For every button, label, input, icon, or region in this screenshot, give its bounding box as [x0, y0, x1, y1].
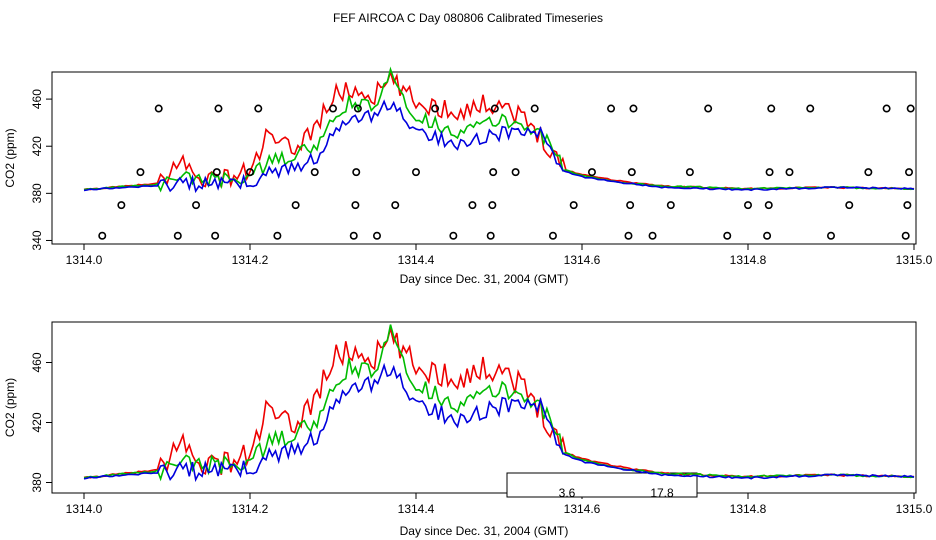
- flag-point: [569, 201, 578, 210]
- flag-point: [785, 168, 794, 177]
- series-blue-line: [83, 362, 915, 483]
- flag-point: [117, 201, 126, 210]
- x-tick-label: 1314.4: [398, 502, 435, 516]
- plot-frame: [51, 321, 917, 494]
- top-panel: 1314.0 1314.2 1314.4 1314.6 1314.8 1315.0 340 3…: [3, 66, 933, 286]
- flag-point: [411, 168, 420, 177]
- x-tick-label: 1314.6: [564, 253, 601, 267]
- flag-point: [627, 168, 636, 177]
- flag-point: [449, 231, 458, 240]
- flag-point: [246, 168, 255, 177]
- series-blue-line: [83, 99, 915, 194]
- legend-label: 3.6: [559, 486, 576, 500]
- flag-point: [431, 104, 440, 113]
- flag-point: [903, 201, 912, 210]
- x-tick-label: 1314.8: [730, 253, 767, 267]
- plot-frame: [51, 71, 917, 245]
- series-red-line: [83, 328, 915, 479]
- flag-point: [764, 201, 773, 210]
- x-tick-label: 1314.2: [232, 502, 269, 516]
- series-green-line: [83, 66, 915, 193]
- flag-point: [806, 104, 815, 113]
- flag-point: [607, 104, 616, 113]
- y-tick-label: 460: [30, 89, 44, 109]
- flag-point: [624, 231, 633, 240]
- flag-point: [273, 231, 282, 240]
- flag-point: [468, 201, 477, 210]
- y-tick-label: 460: [30, 352, 44, 372]
- flag-point: [349, 231, 358, 240]
- flag-point: [845, 201, 854, 210]
- flag-point: [626, 201, 635, 210]
- flag-point: [192, 201, 201, 210]
- legend-box: [506, 472, 698, 498]
- flag-point: [548, 231, 557, 240]
- flag-point: [489, 168, 498, 177]
- x-tick-label: 1314.0: [66, 253, 103, 267]
- y-tick-label: 420: [30, 136, 44, 156]
- flag-point: [488, 201, 497, 210]
- x-tick-label: 1314.8: [730, 502, 767, 516]
- flag-point: [826, 231, 835, 240]
- y-tick-label: 380: [30, 472, 44, 492]
- flag-point: [254, 104, 263, 113]
- flag-point: [310, 168, 319, 177]
- flag-point: [372, 231, 381, 240]
- x-tick-label: 1314.2: [232, 253, 269, 267]
- flag-point: [328, 104, 337, 113]
- series-red-line: [83, 69, 915, 191]
- flag-point: [704, 104, 713, 113]
- x-axis-label: Day since Dec. 31, 2004 (GMT): [400, 524, 569, 538]
- flag-point: [864, 168, 873, 177]
- flag-point: [723, 231, 732, 240]
- flag-point: [629, 104, 638, 113]
- flag-point: [391, 201, 400, 210]
- y-axis-label: CO2 (ppm): [3, 378, 17, 437]
- flag-point: [882, 104, 891, 113]
- flag-point: [154, 104, 163, 113]
- flag-point: [666, 201, 675, 210]
- flag-point: [648, 231, 657, 240]
- y-tick-label: 420: [30, 412, 44, 432]
- x-tick-label: 1314.4: [398, 253, 435, 267]
- flag-point: [763, 231, 772, 240]
- flag-point: [211, 231, 220, 240]
- flag-point: [291, 201, 300, 210]
- flag-point: [173, 231, 182, 240]
- flag-point: [351, 201, 360, 210]
- y-tick-label: 380: [30, 183, 44, 203]
- x-tick-label: 1315.0: [896, 502, 933, 516]
- x-axis-label: Day since Dec. 31, 2004 (GMT): [400, 272, 569, 286]
- flag-point: [767, 104, 776, 113]
- flag-point: [98, 231, 107, 240]
- flag-point: [905, 168, 914, 177]
- flag-point: [906, 104, 915, 113]
- x-tick-label: 1314.6: [564, 502, 601, 516]
- y-tick-label: 340: [30, 230, 44, 250]
- bottom-panel: 1314.0 1314.2 1314.4 1314.6 1314.8 1315.0 380 4…: [3, 321, 933, 538]
- flag-point: [511, 168, 520, 177]
- flag-point: [136, 168, 145, 177]
- flag-point: [765, 168, 774, 177]
- x-tick-label: 1315.0: [896, 253, 933, 267]
- flag-point: [486, 231, 495, 240]
- chart-title: FEF AIRCOA C Day 080806 Calibrated Times…: [333, 11, 603, 25]
- y-axis-label: CO2 (ppm): [3, 128, 17, 187]
- series-green-line: [83, 324, 915, 482]
- flag-point: [212, 168, 221, 177]
- flag-point: [214, 104, 223, 113]
- flag-point: [743, 201, 752, 210]
- flag-point: [587, 168, 596, 177]
- flag-point: [490, 104, 499, 113]
- flag-point: [352, 168, 361, 177]
- legend-label: 17.8: [650, 486, 674, 500]
- flag-point: [530, 104, 539, 113]
- flag-point: [901, 231, 910, 240]
- x-tick-label: 1314.0: [66, 502, 103, 516]
- flag-point: [685, 168, 694, 177]
- flag-point: [353, 104, 362, 113]
